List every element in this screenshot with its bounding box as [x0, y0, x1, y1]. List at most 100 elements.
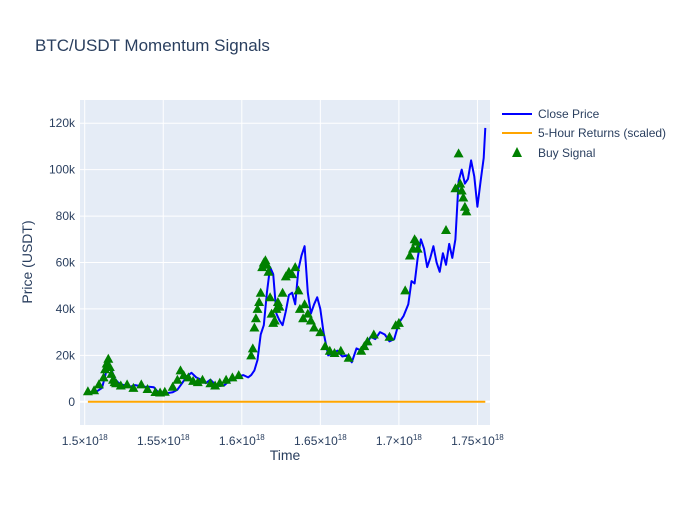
y-tick-label: 40k	[56, 302, 76, 316]
buy-signal-marker[interactable]	[441, 225, 451, 234]
buy-signal-marker[interactable]	[265, 292, 276, 302]
buy-signal-marker[interactable]	[172, 374, 183, 384]
x-tick-times: ×10	[393, 434, 414, 448]
x-axis: 1.5×1018 1.55×1018 1.6×1018 1.65×1018 1.7×10…	[62, 433, 505, 448]
buy-signal-marker[interactable]	[98, 372, 109, 382]
buy-signal-marker[interactable]	[320, 341, 331, 351]
buy-signal-marker[interactable]	[309, 322, 320, 332]
buy-signal-marker[interactable]	[263, 266, 274, 276]
legend-item-close-price[interactable]: Close Price	[502, 107, 600, 121]
buy-signal-marker[interactable]	[183, 372, 194, 382]
x-tick-exponent: 18	[495, 433, 504, 442]
buy-signal-marker[interactable]	[104, 362, 115, 371]
buy-signal-marker[interactable]	[450, 183, 461, 193]
buy-signal-marker[interactable]	[455, 178, 466, 188]
buy-signal-marker[interactable]	[106, 368, 117, 378]
buy-signal-marker[interactable]	[368, 329, 379, 339]
buy-signal-marker[interactable]	[458, 192, 469, 202]
legend-item-returns[interactable]: 5-Hour Returns (scaled)	[502, 126, 666, 140]
buy-signal-marker[interactable]	[255, 287, 266, 297]
buy-signal-marker[interactable]	[287, 269, 298, 279]
buy-signal-marker[interactable]	[257, 262, 268, 272]
buy-signal-marker[interactable]	[269, 315, 280, 325]
buy-signal-marker[interactable]	[362, 336, 373, 346]
x-tick-label: 1.65×1018	[294, 433, 347, 448]
buy-signal-marker[interactable]	[159, 386, 170, 396]
buy-signal-marker[interactable]	[233, 370, 244, 380]
buy-signal-marker[interactable]	[356, 345, 367, 355]
x-tick-mantissa: 1.5	[62, 434, 79, 448]
buy-signal-marker[interactable]	[290, 262, 301, 272]
y-tick-label: 100k	[49, 163, 76, 177]
buy-signal-marker[interactable]	[210, 380, 221, 390]
buy-signal-marker[interactable]	[453, 148, 464, 158]
x-tick-times: ×10	[78, 434, 99, 448]
buy-signal-marker[interactable]	[249, 322, 260, 332]
legend-item-buy-signal[interactable]: Buy Signal	[512, 146, 595, 160]
buy-signal-marker[interactable]	[412, 243, 423, 253]
x-tick-exponent: 18	[256, 433, 265, 442]
buy-signal-marker[interactable]	[274, 301, 285, 311]
buy-signal-marker[interactable]	[89, 385, 100, 395]
buy-signal-marker[interactable]	[221, 374, 232, 384]
buy-signal-marker[interactable]	[335, 345, 346, 355]
buy-signal-marker[interactable]	[293, 285, 304, 295]
buy-signal-marker[interactable]	[252, 303, 263, 313]
y-axis-title: Price (USDT)	[19, 220, 35, 303]
buy-signal-marker[interactable]	[266, 308, 277, 318]
buy-signal-marker[interactable]	[299, 299, 310, 309]
buy-signal-marker[interactable]	[247, 343, 258, 353]
legend[interactable]: Close Price 5-Hour Returns (scaled) Buy …	[502, 107, 666, 160]
buy-signal-marker[interactable]	[456, 185, 467, 195]
buy-signal-marker[interactable]	[250, 313, 261, 323]
buy-signal-marker[interactable]	[461, 206, 472, 216]
buy-signal-marker[interactable]	[280, 271, 291, 281]
x-tick-label: 1.75×1018	[451, 433, 504, 448]
x-tick-exponent: 18	[181, 433, 190, 442]
x-tick-label: 1.5×1018	[62, 433, 108, 448]
buy-signal-marker[interactable]	[100, 364, 111, 374]
buy-signal-marker[interactable]	[192, 377, 203, 387]
buy-signal-marker[interactable]	[197, 374, 208, 384]
buy-signal-marker[interactable]	[305, 315, 316, 325]
x-tick-times: ×10	[160, 434, 181, 448]
y-tick-label: 120k	[49, 116, 76, 130]
buy-signal-marker[interactable]	[103, 353, 114, 363]
buy-signal-marker[interactable]	[315, 327, 326, 337]
buy-signal-marker[interactable]	[298, 313, 309, 323]
x-tick-mantissa: 1.75	[451, 434, 475, 448]
buy-signal-marker[interactable]	[227, 372, 238, 382]
buy-signal-marker[interactable]	[261, 259, 272, 269]
buy-signal-marker[interactable]	[167, 381, 178, 391]
buy-signal-marker[interactable]	[93, 379, 104, 389]
buy-signal-marker[interactable]	[122, 379, 133, 389]
buy-signal-marker[interactable]	[142, 384, 153, 393]
buy-signal-marker[interactable]	[400, 285, 411, 295]
buy-signal-marker[interactable]	[343, 352, 354, 362]
buy-signal-series	[82, 148, 472, 397]
buy-signal-marker[interactable]	[329, 348, 340, 357]
buy-signal-marker[interactable]	[294, 303, 305, 313]
buy-signal-marker[interactable]	[411, 236, 422, 246]
buy-signal-marker[interactable]	[254, 297, 265, 306]
buy-signal-marker[interactable]	[128, 382, 139, 392]
buy-signal-marker[interactable]	[277, 287, 288, 297]
x-tick-mantissa: 1.65	[294, 434, 318, 448]
chart-title: BTC/USDT Momentum Signals	[35, 36, 270, 55]
buy-signal-marker[interactable]	[136, 379, 147, 389]
x-tick-mantissa: 1.6	[219, 434, 236, 448]
legend-label-buy-signal: Buy Signal	[538, 146, 595, 160]
buy-signal-marker[interactable]	[214, 377, 225, 387]
buy-signal-marker[interactable]	[246, 350, 257, 360]
x-tick-exponent: 18	[338, 433, 347, 442]
buy-signal-marker[interactable]	[404, 250, 415, 260]
x-tick-exponent: 18	[413, 433, 422, 442]
legend-swatch-buy-signal	[512, 147, 522, 157]
buy-signal-marker[interactable]	[384, 331, 395, 341]
buy-signal-marker[interactable]	[393, 317, 404, 327]
x-tick-label: 1.6×1018	[219, 433, 265, 448]
buy-signal-marker[interactable]	[359, 341, 370, 351]
buy-signal-marker[interactable]	[302, 308, 313, 318]
x-axis-title: Time	[270, 447, 301, 463]
